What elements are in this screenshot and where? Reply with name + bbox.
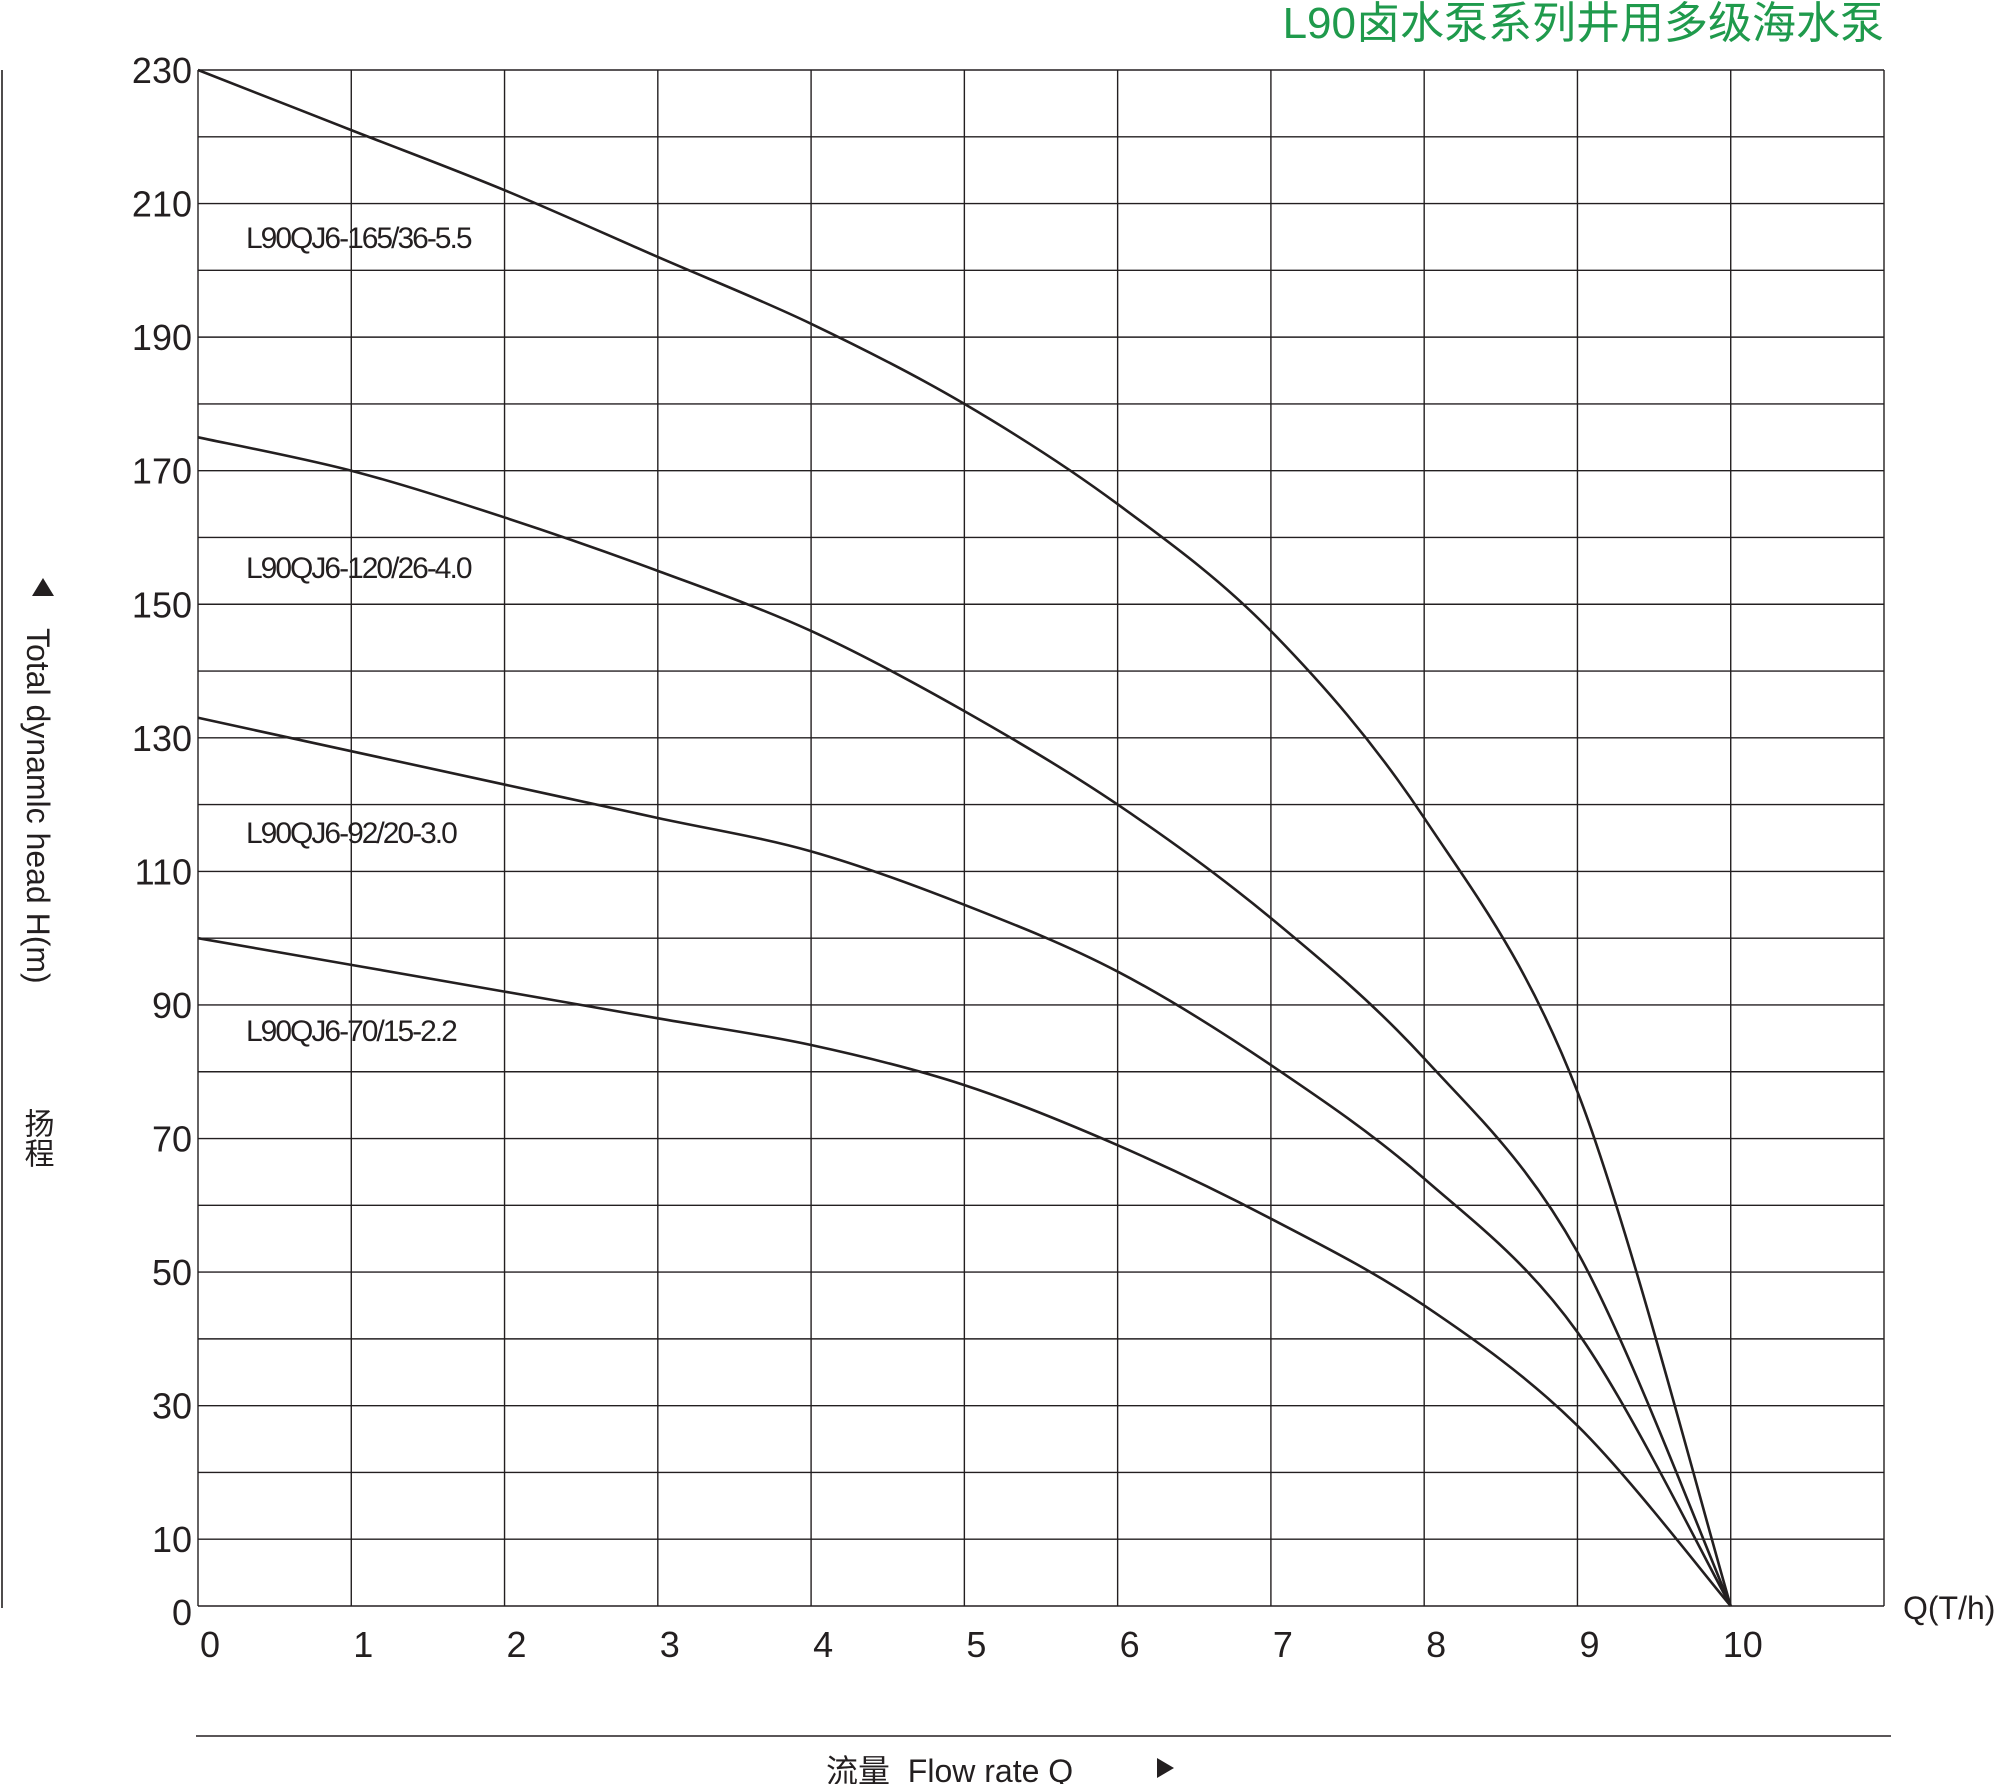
x-tick-label: 2 xyxy=(507,1624,527,1665)
series-label: L90QJ6-70/15-2.2 xyxy=(246,1015,457,1048)
x-axis-unit-label: Q(T/h) xyxy=(1903,1590,1995,1626)
x-tick-label: 1 xyxy=(353,1624,373,1665)
y-tick-label: 90 xyxy=(152,985,192,1026)
x-tick-label: 10 xyxy=(1723,1624,1763,1665)
series-label: L90QJ6-165/36-5.5 xyxy=(246,222,472,255)
y-tick-label: 150 xyxy=(132,584,192,625)
x-axis-label: 流量 Flow rate Q xyxy=(826,1753,1073,1784)
series-label: L90QJ6-120/26-4.0 xyxy=(246,552,472,585)
y-tick-label: 50 xyxy=(152,1252,192,1293)
grid xyxy=(197,69,1885,1607)
x-tick-label: 8 xyxy=(1426,1624,1446,1665)
y-tick-label: 10 xyxy=(152,1519,192,1560)
series-curve xyxy=(197,936,1732,1607)
x-tick-label: 5 xyxy=(966,1624,986,1665)
x-tick-labels: 0 1 2 3 4 5 6 7 8 9 10 xyxy=(200,1624,1763,1665)
series-label: L90QJ6-92/20-3.0 xyxy=(246,817,457,850)
y-tick-label: 210 xyxy=(132,184,192,225)
y-tick-label: 170 xyxy=(132,451,192,492)
y-axis-label: Total dynamlc head H(m) xyxy=(20,628,56,984)
x-tick-label: 0 xyxy=(200,1624,220,1665)
y-tick-label: 190 xyxy=(132,317,192,358)
y-tick-labels: 0 10 30 50 70 90 110 130 150 170 190 210 230 xyxy=(132,50,192,1633)
y-axis-arrow-icon xyxy=(32,578,54,596)
y-tick-label: 130 xyxy=(132,718,192,759)
y-tick-label: 110 xyxy=(135,851,192,892)
x-tick-label: 7 xyxy=(1273,1624,1293,1665)
y-tick-label: 30 xyxy=(152,1386,192,1427)
y-tick-label: 70 xyxy=(152,1119,192,1160)
series-labels: L90QJ6-165/36-5.5 L90QJ6-120/26-4.0 L90QJ6… xyxy=(246,222,474,1048)
x-tick-label: 9 xyxy=(1579,1624,1599,1665)
y-tick-label: 230 xyxy=(132,50,192,91)
y-tick-label: 0 xyxy=(172,1592,192,1633)
series-curve xyxy=(197,436,1732,1607)
series-curve xyxy=(197,716,1732,1607)
series-curve xyxy=(197,68,1732,1607)
chart-title: L90卤水泵系列井用多级海水泵 xyxy=(1283,0,1884,48)
x-axis-arrow-icon xyxy=(1157,1758,1174,1778)
x-tick-label: 6 xyxy=(1120,1624,1140,1665)
y-axis-label-cn: 扬程 xyxy=(20,1108,55,1168)
x-tick-label: 3 xyxy=(660,1624,680,1665)
series-curves xyxy=(197,68,1732,1607)
x-tick-label: 4 xyxy=(813,1624,833,1665)
